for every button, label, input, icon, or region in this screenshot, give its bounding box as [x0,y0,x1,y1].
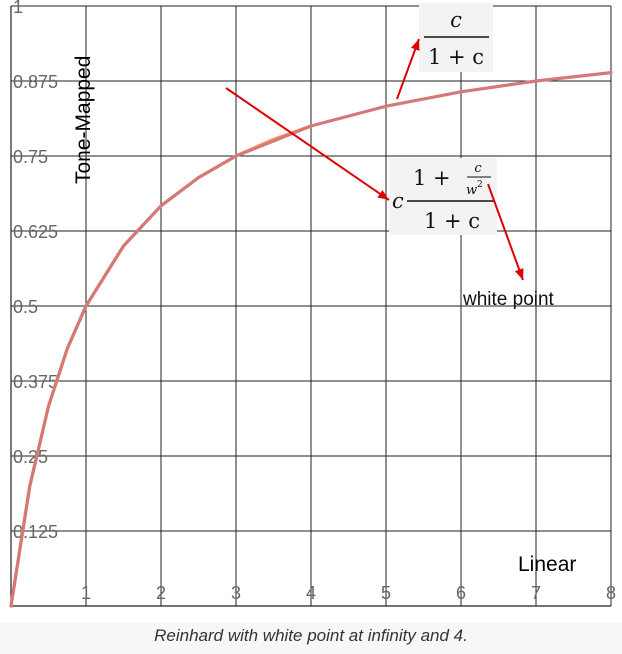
x-tick-label: 7 [531,583,541,603]
y-tick-label: 0.25 [13,447,48,467]
formula-1-numerator: c [450,8,462,32]
y-tick-label: 0.125 [13,522,58,542]
figure-caption: Reinhard with white point at infinity an… [154,626,468,645]
formula-2-numerator-w: w [466,183,477,198]
x-axis-label: Linear [518,553,576,576]
x-tick-label: 4 [306,583,316,603]
y-tick-label: 1 [13,0,23,17]
arrow-to-white-point [487,183,524,281]
series-line-2 [9,71,613,608]
annotations: c 1 + c c 1 + c w 2 1 + c white point [225,3,555,310]
white-point-label: white point [462,289,555,310]
arrow-to-formula-2-head [377,190,389,200]
curves [9,71,613,608]
arrow-to-white-point-head [515,268,524,280]
y-axis-label: Tone-Mapped [72,56,95,184]
formula-2-prefix: c [392,189,404,213]
x-tick-label: 5 [381,583,391,603]
formula-1-denominator: 1 + c [428,45,484,69]
arrow-to-formula-1-head [410,39,420,51]
y-tick-label: 0.625 [13,222,58,242]
arrow-to-formula-2 [225,87,390,201]
formula-2-numerator-c: c [474,161,482,176]
formula-2-numerator-exp: 2 [477,180,483,190]
tick-labels: 1 2 3 4 5 6 7 8 0.125 0.25 0.375 0.5 0.625 0.75 0.875 1 [13,0,616,603]
x-tick-label: 1 [81,583,91,603]
y-tick-label: 0.75 [13,147,48,167]
caption-bar [0,622,622,654]
arrows [225,38,524,281]
chart: 1 2 3 4 5 6 7 80.1250.250.3750.50.6250.750.8751… [9,0,616,608]
formula-2-denominator: 1 + c [424,209,480,233]
x-tick-label: 8 [606,583,616,603]
y-tick-label: 0.875 [13,72,58,92]
y-tick-label: 0.5 [13,297,38,317]
grid [10,5,612,607]
formula-2-box [389,158,497,235]
x-tick-label: 6 [456,583,466,603]
x-tick-label: 2 [156,583,166,603]
x-tick-label: 3 [231,583,241,603]
y-tick-label: 0.375 [13,372,58,392]
formula-2-numerator-a: 1 + [413,166,451,190]
